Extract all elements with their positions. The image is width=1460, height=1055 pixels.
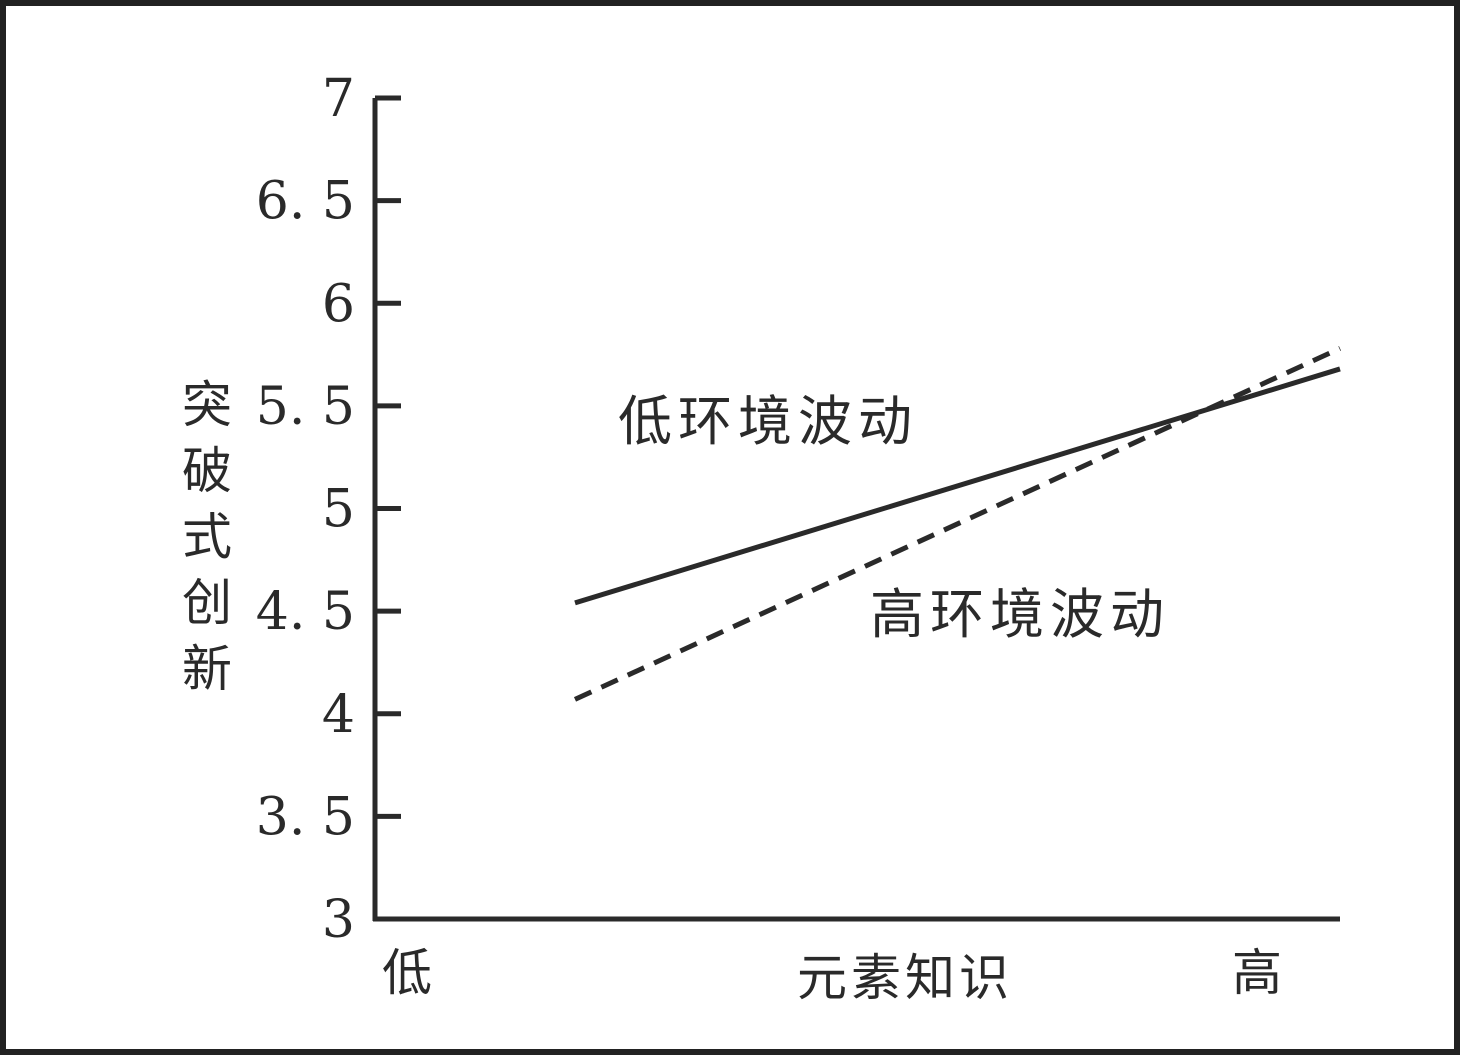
y-axis-ticks: 3 3. 5 4 4. 5 5 5. 5 6 6. 5 7 [256, 69, 401, 950]
x-tick-label-high: 高 [1232, 944, 1282, 1002]
y-axis-label: 突破式创新 [182, 376, 232, 698]
x-tick-label-low: 低 [382, 944, 432, 1002]
y-tick-label: 3 [322, 890, 355, 950]
y-tick-label: 3. 5 [256, 787, 355, 847]
y-tick-label: 5. 5 [256, 377, 355, 437]
y-tick-label: 4 [322, 685, 355, 745]
y-tick-label: 5 [322, 480, 355, 540]
y-tick-label: 4. 5 [256, 582, 355, 642]
axes [372, 98, 1340, 922]
series-label-high-volatility: 高环境波动 [870, 583, 1170, 646]
series-label-low-volatility: 低环境波动 [618, 390, 918, 453]
series-line-high-volatility [573, 346, 1342, 702]
y-tick-label: 7 [322, 69, 355, 129]
series-lines [573, 346, 1342, 702]
x-axis-label: 元素知识 [797, 949, 1013, 1007]
y-tick-label: 6 [322, 274, 355, 334]
y-tick-label: 6. 5 [256, 172, 355, 232]
